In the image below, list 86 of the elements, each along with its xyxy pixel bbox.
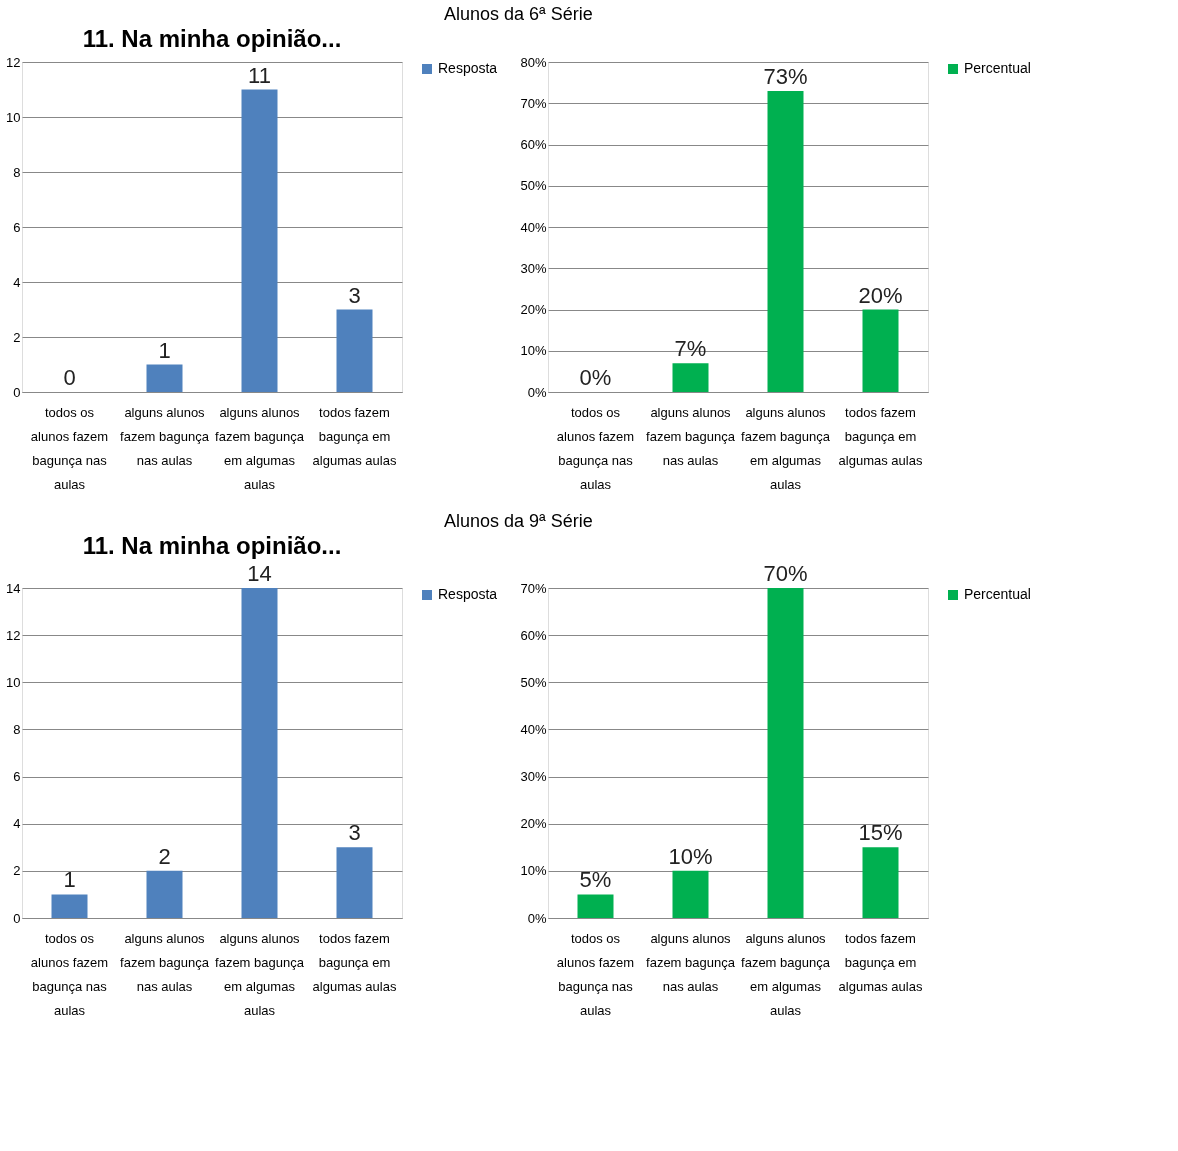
data-label: 1 <box>158 337 171 363</box>
text: 70% <box>763 561 808 586</box>
data-label: 3 <box>348 282 361 308</box>
x-tick-label: alguns alunos fazem bagunça em algumas aulas <box>741 404 831 492</box>
x-tick-label: alguns alunos fazem bagunça nas aulas <box>120 930 210 994</box>
bar <box>146 364 183 392</box>
y-tick-label: 20% <box>520 816 547 832</box>
y-tick-label: 10% <box>520 343 547 359</box>
text: 15% <box>858 820 903 846</box>
bar <box>767 588 804 918</box>
x-tick-label: todos fazem bagunça em algumas aulas <box>312 404 397 468</box>
text: 7% <box>674 336 707 362</box>
bar <box>862 847 899 918</box>
x-tick-label: alguns alunos fazem bagunça nas aulas <box>120 404 210 468</box>
data-label: 14 <box>247 561 272 586</box>
bar <box>51 894 88 918</box>
y-tick-label: 60% <box>520 627 547 643</box>
y-tick-label: 12 <box>6 627 21 643</box>
legend-label: Resposta <box>438 60 498 76</box>
y-tick-label: 4 <box>13 816 21 832</box>
bar <box>336 309 373 392</box>
bar <box>241 588 278 918</box>
y-tick-label: 40% <box>520 219 547 235</box>
legend-label: Resposta <box>438 586 498 602</box>
y-tick-label: 0% <box>527 384 547 400</box>
bar <box>336 847 373 918</box>
y-tick-label: 70% <box>520 95 547 111</box>
legend-label: Percentual <box>964 586 1031 602</box>
x-tick-label: alguns alunos fazem bagunça em algumas aulas <box>215 404 305 492</box>
data-label: 0 <box>63 365 76 390</box>
y-tick-label: 0 <box>13 384 21 400</box>
y-tick-label: 2 <box>13 863 21 879</box>
text: 20% <box>858 282 903 308</box>
x-tick-label: todos fazem bagunça em algumas aulas <box>838 404 923 468</box>
x-tick-label: todos os alunos fazem bagunça nas aulas <box>30 404 109 492</box>
x-tick-label: todos fazem bagunça em algumas aulas <box>838 930 923 994</box>
data-label: 2 <box>158 843 171 869</box>
x-tick-label: todos os alunos fazem bagunça nas aulas <box>30 930 109 1018</box>
y-tick-label: 60% <box>520 137 547 152</box>
chart-title: 11. Na minha opinião... <box>82 25 342 52</box>
y-tick-label: 50% <box>520 674 547 690</box>
y-tick-label: 6 <box>13 769 21 785</box>
y-tick-label: 10 <box>6 674 21 690</box>
y-tick-label: 30% <box>520 260 547 276</box>
bar <box>767 90 804 392</box>
y-tick-label: 14 <box>6 580 21 596</box>
y-tick-label: 50% <box>520 178 547 194</box>
x-tick-label: alguns alunos fazem bagunça nas aulas <box>646 930 736 994</box>
data-label: 11 <box>248 62 271 88</box>
bar <box>672 363 709 392</box>
bar <box>577 894 614 918</box>
y-tick-label: 70% <box>520 580 547 596</box>
data-label: 1 <box>63 867 76 893</box>
x-tick-label: todos fazem bagunça em algumas aulas <box>312 930 397 994</box>
y-tick-label: 6 <box>13 219 21 235</box>
text: 5% <box>579 867 612 893</box>
data-label: 3 <box>348 820 361 846</box>
text: 73% <box>763 63 808 89</box>
x-tick-label: alguns alunos fazem bagunça em algumas aulas <box>215 930 305 1018</box>
bar <box>672 870 709 918</box>
y-tick-label: 4 <box>13 274 21 290</box>
x-tick-label: todos os alunos fazem bagunça nas aulas <box>556 930 635 1018</box>
y-tick-label: 20% <box>520 302 547 317</box>
y-tick-label: 10 <box>6 109 21 125</box>
y-tick-label: 0% <box>527 910 547 926</box>
text: 0% <box>579 365 612 390</box>
y-tick-label: 30% <box>520 769 547 785</box>
y-tick-label: 12 <box>6 54 21 70</box>
legend-label: Percentual <box>964 60 1031 76</box>
text: 10% <box>668 843 713 869</box>
bar <box>241 89 278 392</box>
x-tick-label: alguns alunos fazem bagunça nas aulas <box>646 404 736 468</box>
text: Alunos da 6ª Série <box>443 3 593 24</box>
x-tick-label: todos os alunos fazem bagunça nas aulas <box>556 404 635 492</box>
x-tick-label: alguns alunos fazem bagunça em algumas aulas <box>741 930 831 1018</box>
y-tick-label: 8 <box>13 164 21 180</box>
y-tick-label: 10% <box>520 863 547 879</box>
y-tick-label: 8 <box>13 721 21 737</box>
y-tick-label: 0 <box>13 910 21 926</box>
bar <box>146 870 183 918</box>
text: Alunos da 9ª Série <box>443 510 593 531</box>
chart-title: 11. Na minha opinião... <box>82 532 342 559</box>
y-tick-label: 80% <box>520 54 547 70</box>
y-tick-label: 40% <box>520 721 547 737</box>
y-tick-label: 2 <box>13 329 21 345</box>
bar <box>862 309 899 392</box>
